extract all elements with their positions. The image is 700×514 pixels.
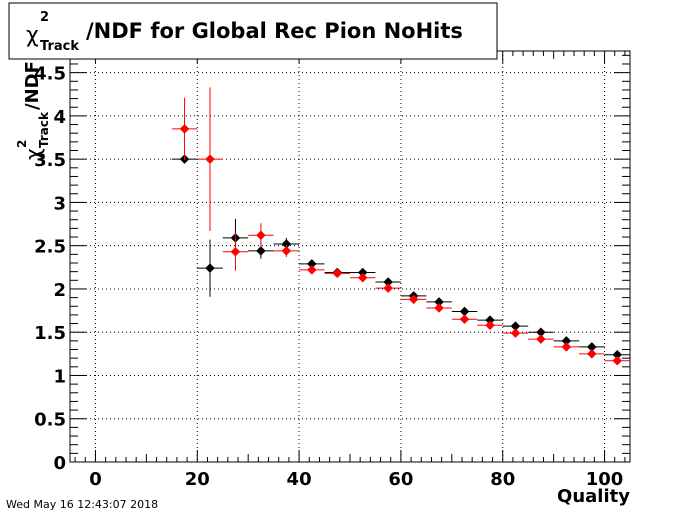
- title-subscript: Track: [40, 39, 79, 54]
- ylabel-chi-symbol: χ: [21, 148, 45, 160]
- y-tick-label: 0.5: [34, 410, 66, 431]
- x-tick-label: 60: [388, 469, 413, 490]
- data-point: [230, 246, 241, 257]
- y-tick-label: 3: [53, 193, 66, 214]
- data-point: [612, 355, 623, 366]
- data-point: [256, 246, 266, 256]
- y-tick-label: 3.5: [34, 150, 66, 171]
- series-1: [171, 87, 630, 366]
- y-tick-label: 2.5: [34, 237, 66, 258]
- y-tick-label: 1.5: [34, 323, 66, 344]
- data-point: [383, 283, 394, 293]
- y-tick-label: 2: [53, 280, 66, 301]
- data-point: [586, 348, 597, 359]
- data-point: [510, 328, 521, 338]
- x-tick-label: 100: [586, 469, 624, 490]
- x-axis-title: Quality: [557, 486, 630, 507]
- ylabel-subscript: Track: [37, 111, 51, 148]
- data-point: [179, 124, 190, 134]
- footer-timestamp: Wed May 16 12:43:07 2018: [6, 498, 158, 511]
- data-point: [561, 342, 572, 352]
- data-point: [281, 246, 292, 256]
- y-axis-title: χ 2 Track /NDF: [15, 61, 51, 160]
- data-point: [357, 272, 368, 283]
- y-tick-label: 1: [53, 366, 66, 387]
- data-point: [536, 334, 546, 344]
- y-tick-label: 0: [53, 453, 66, 474]
- data-points: [171, 87, 630, 366]
- x-tick-label: 80: [490, 469, 515, 490]
- plot-frame: [69, 50, 631, 463]
- y-tick-label: 4.5: [34, 64, 66, 85]
- title-superscript: 2: [40, 10, 49, 25]
- data-point: [306, 265, 317, 275]
- title-main: /NDF for Global Rec Pion NoHits: [86, 19, 463, 43]
- x-tick-label: 0: [89, 469, 102, 490]
- ylabel-superscript: 2: [15, 140, 29, 148]
- axes: 0 20 40 60 80 100 0 0.5 1 1.5 2 2.5 3 3.5 4 4.5: [34, 51, 630, 490]
- data-point: [332, 268, 343, 279]
- data-point: [205, 263, 215, 274]
- grid-lines: [70, 51, 630, 462]
- data-point: [205, 154, 215, 165]
- x-tick-label: 20: [185, 469, 210, 490]
- chart-title: χ 2 Track /NDF for Global Rec Pion NoHit…: [8, 2, 498, 60]
- data-point: [408, 294, 419, 305]
- data-point: [459, 314, 470, 325]
- title-box: [8, 2, 498, 60]
- data-point: [256, 230, 266, 241]
- y-tick-label: 4: [53, 107, 66, 128]
- x-tick-label: 40: [287, 469, 312, 490]
- data-point: [485, 320, 495, 331]
- ylabel-rest: /NDF: [22, 61, 43, 110]
- data-point: [434, 303, 444, 313]
- title-chi-symbol: χ: [26, 23, 39, 48]
